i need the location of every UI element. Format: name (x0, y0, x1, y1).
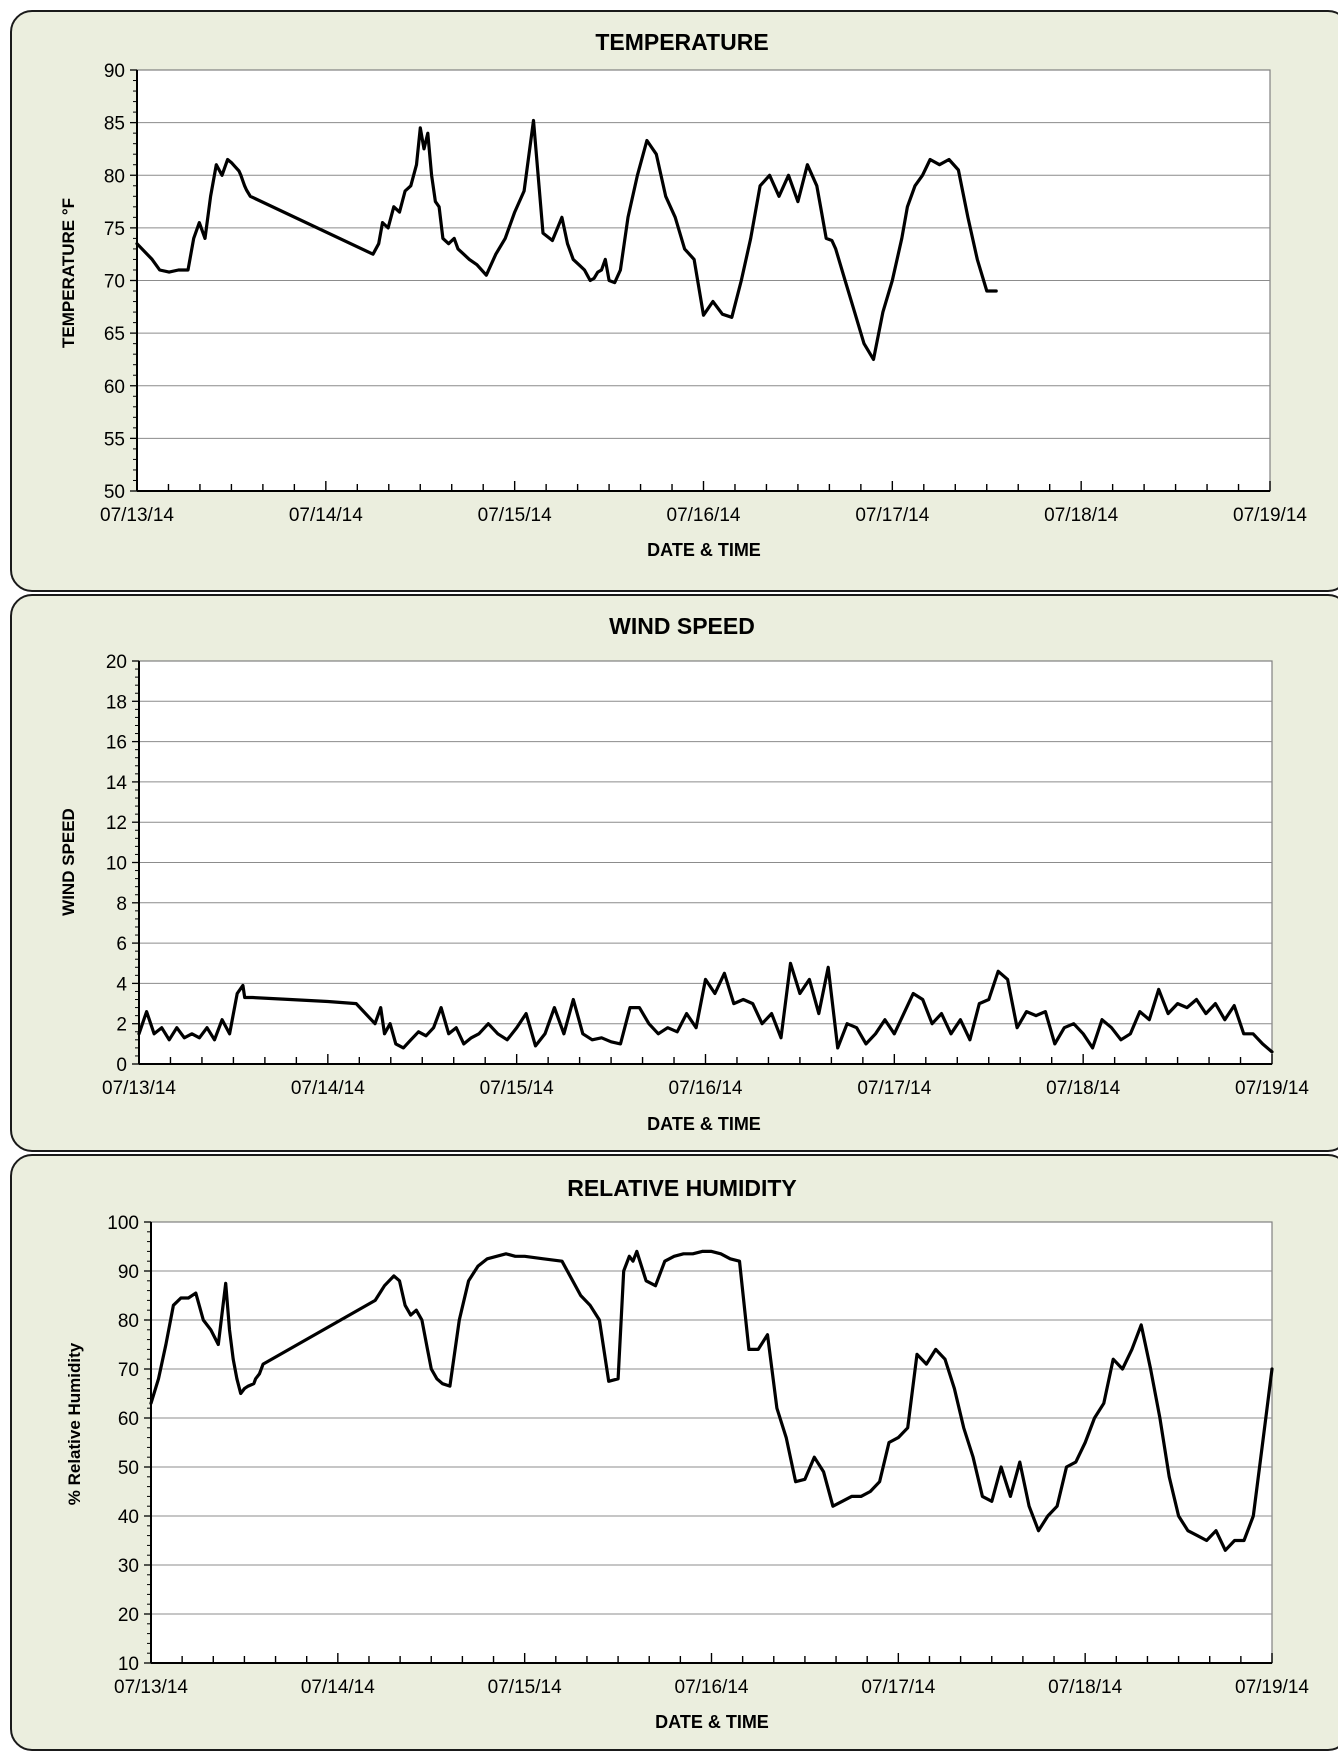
y-tick-label: 75 (104, 219, 125, 240)
plot-area (150, 1221, 1273, 1664)
y-tick-label: 20 (118, 1605, 139, 1626)
y-tick-label: 80 (118, 1311, 139, 1332)
series-line (149, 1249, 1274, 1552)
y-axis-label: WIND SPEED (59, 808, 78, 916)
y-tick-label: 0 (116, 1055, 127, 1076)
x-tick-label: 07/19/14 (1235, 1078, 1309, 1099)
y-tick-label: 70 (118, 1360, 139, 1381)
x-axis-label: DATE & TIME (655, 1712, 769, 1732)
y-tick-label: 6 (116, 934, 127, 955)
x-tick-label: 07/14/14 (291, 1078, 365, 1099)
wind-speed-chart: WIND SPEED DATE & TIME WIND SPEED 0 2 4 6 8 1… (59, 613, 1309, 1134)
y-tick-label: 100 (107, 1213, 139, 1234)
y-tick-label: 65 (104, 324, 125, 345)
wind-speed-chart-panel: WIND SPEED DATE & TIME WIND SPEED 0 2 4 6 8 1… (10, 594, 1338, 1152)
y-tick-label: 16 (106, 733, 127, 754)
x-tick-label: 07/18/14 (1048, 1677, 1122, 1698)
y-tick-label: 60 (118, 1409, 139, 1430)
y-tick-label: 90 (104, 61, 125, 82)
y-tick-label: 85 (104, 114, 125, 135)
x-tick-label: 07/16/14 (669, 1078, 743, 1099)
x-tick-label: 07/14/14 (301, 1677, 375, 1698)
y-tick-label: 70 (104, 272, 125, 293)
x-tick-label: 07/16/14 (667, 505, 741, 526)
x-axis-label: DATE & TIME (647, 540, 761, 560)
y-tick-label: 50 (118, 1458, 139, 1479)
y-axis-label: TEMPERATURE °F (59, 198, 78, 348)
y-tick-label: 2 (116, 1015, 127, 1036)
y-tick-label: 10 (118, 1654, 139, 1675)
x-tick-label: 07/17/14 (855, 505, 929, 526)
x-axis-label: DATE & TIME (647, 1114, 761, 1134)
y-tick-label: 8 (116, 894, 127, 915)
x-tick-label: 07/15/14 (478, 505, 552, 526)
x-tick-label: 07/16/14 (675, 1677, 749, 1698)
relative-humidity-chart: RELATIVE HUMIDITY DATE & TIME % Relative… (65, 1175, 1309, 1732)
y-tick-label: 55 (104, 429, 125, 450)
x-tick-label: 07/17/14 (857, 1078, 931, 1099)
series-line (137, 961, 1274, 1054)
x-tick-label: 07/18/14 (1046, 1078, 1120, 1099)
y-axis-label: % Relative Humidity (65, 1342, 84, 1505)
y-tick-label: 60 (104, 377, 125, 398)
chart-title: WIND SPEED (609, 613, 755, 639)
x-tick-label: 07/17/14 (861, 1677, 935, 1698)
x-tick-label: 07/13/14 (102, 1078, 176, 1099)
x-tick-label: 07/13/14 (114, 1677, 188, 1698)
temperature-chart: TEMPERATURE DATE & TIME TEMPERATURE °F 5… (59, 29, 1307, 560)
x-tick-label: 07/15/14 (488, 1677, 562, 1698)
x-tick-label: 07/18/14 (1044, 505, 1118, 526)
y-tick-label: 20 (106, 652, 127, 673)
x-tick-label: 07/19/14 (1235, 1677, 1309, 1698)
temperature-chart-panel: TEMPERATURE DATE & TIME TEMPERATURE °F 5… (10, 10, 1338, 592)
y-tick-label: 18 (106, 692, 127, 713)
y-tick-label: 30 (118, 1556, 139, 1577)
chart-title: TEMPERATURE (595, 29, 768, 55)
y-tick-label: 80 (104, 166, 125, 187)
x-tick-label: 07/13/14 (100, 505, 174, 526)
y-tick-label: 4 (116, 974, 127, 995)
y-tick-label: 40 (118, 1507, 139, 1528)
relative-humidity-chart-panel: RELATIVE HUMIDITY DATE & TIME % Relative… (10, 1154, 1338, 1751)
x-tick-label: 07/15/14 (480, 1078, 554, 1099)
series-line (135, 118, 998, 361)
y-tick-label: 10 (106, 854, 127, 875)
y-tick-label: 90 (118, 1262, 139, 1283)
y-tick-label: 50 (104, 482, 125, 503)
y-tick-label: 14 (106, 773, 128, 794)
y-tick-label: 12 (106, 813, 127, 834)
chart-title: RELATIVE HUMIDITY (567, 1175, 797, 1201)
x-tick-label: 07/19/14 (1233, 505, 1307, 526)
x-tick-label: 07/14/14 (289, 505, 363, 526)
